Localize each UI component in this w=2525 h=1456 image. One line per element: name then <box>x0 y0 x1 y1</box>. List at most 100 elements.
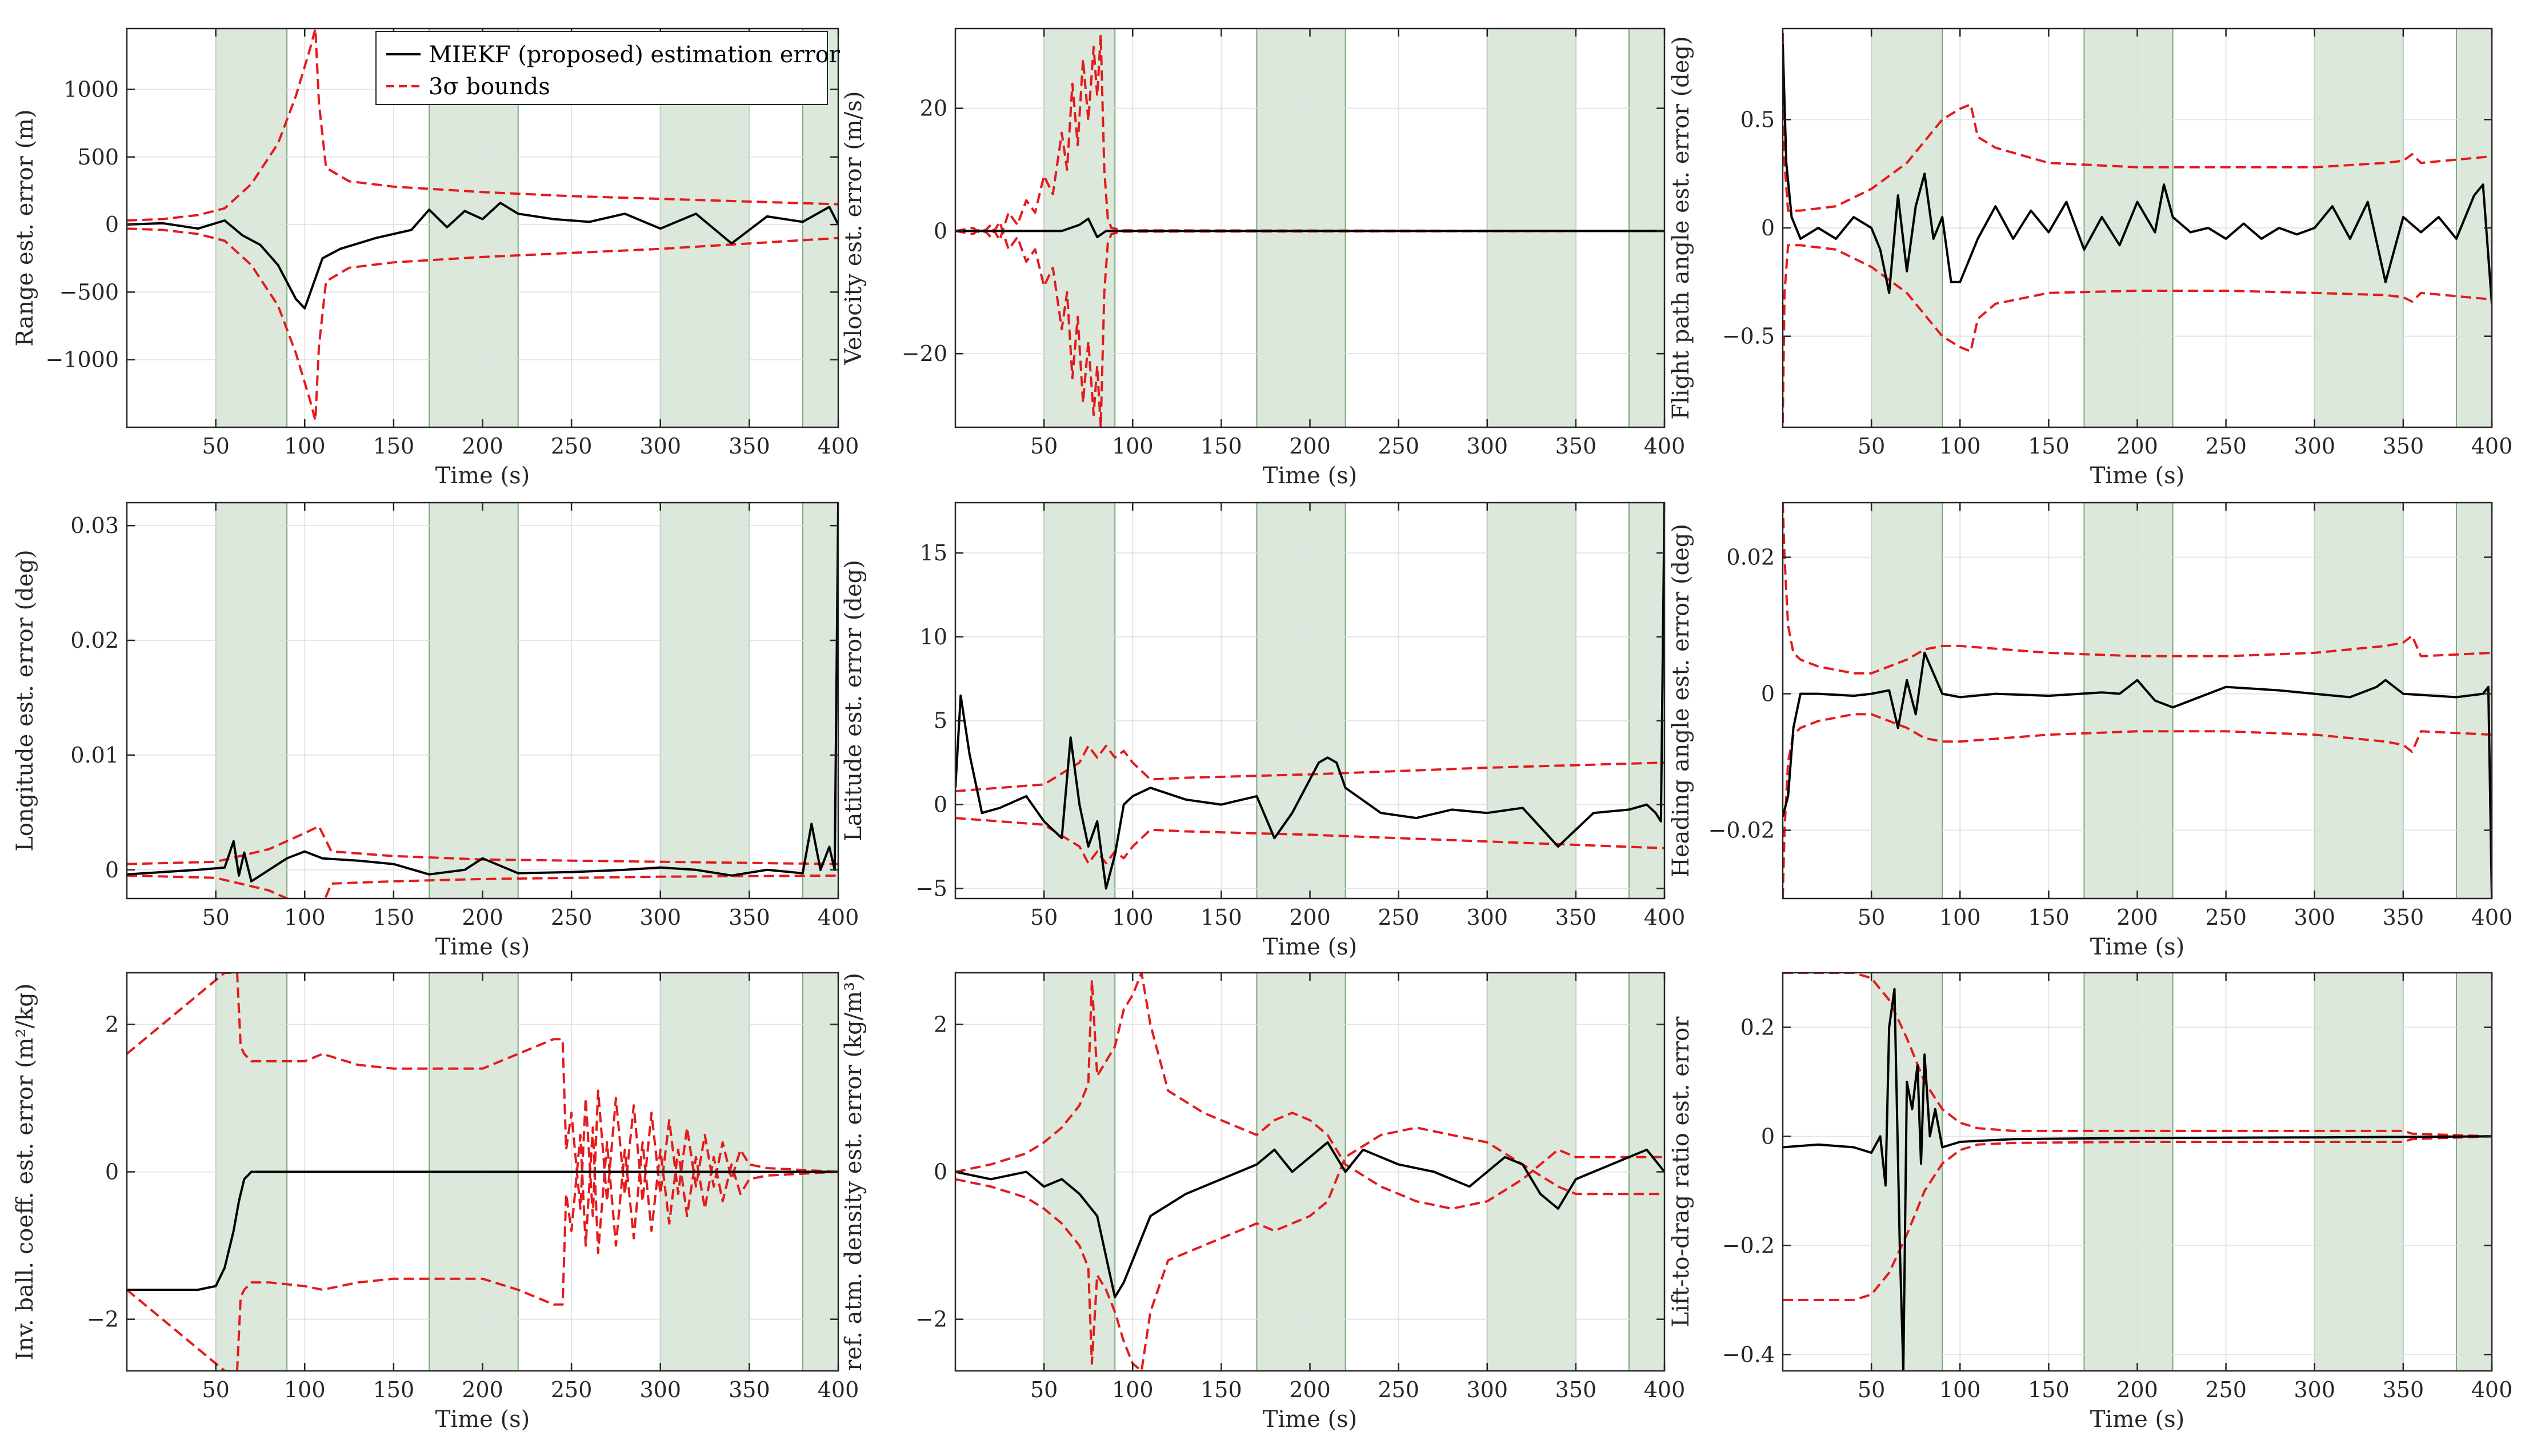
shaded-interval <box>2083 502 2174 899</box>
shaded-interval <box>1486 502 1576 899</box>
y-tick-label: −2 <box>87 1307 119 1332</box>
x-tick-label: 350 <box>2383 434 2424 459</box>
chart-density: 50 100 150 200 250 300 350 400 −2 0 2 Time (s) ref. … <box>841 972 1686 1433</box>
x-tick-label: 50 <box>1858 1377 1885 1402</box>
y-tick-label: 0 <box>1761 681 1775 707</box>
y-tick-label: −5 <box>915 876 947 901</box>
y-tick-label: 0.02 <box>1726 545 1775 570</box>
y-tick-label: −500 <box>59 279 119 304</box>
series-group <box>955 33 1664 427</box>
shaded-interval <box>215 28 288 428</box>
y-tick-label: 0.01 <box>70 743 119 768</box>
x-axis-label: Time (s) <box>435 934 530 960</box>
y-axis-label: Range est. error (m) <box>12 109 38 346</box>
x-tick-label: 300 <box>2294 905 2335 930</box>
x-tick-label: 200 <box>462 905 503 930</box>
legend-box <box>375 31 828 105</box>
x-tick-label: 50 <box>1030 434 1058 459</box>
y-tick-label: 0.02 <box>70 628 119 653</box>
x-tick-label: 250 <box>2205 434 2247 459</box>
x-tick-label: 100 <box>284 905 326 930</box>
legend-bounds-label: 3σ bounds <box>429 74 550 100</box>
x-tick-label: 400 <box>1644 1377 1686 1402</box>
shaded-interval <box>1871 502 1943 899</box>
error-series-line <box>127 503 838 883</box>
x-tick-label: 50 <box>202 434 229 459</box>
upper-bound-line <box>127 973 838 1217</box>
error-series-line <box>955 503 1664 890</box>
error-series-line <box>955 1141 1664 1298</box>
x-tick-label: 200 <box>2116 1377 2158 1402</box>
upper-bound-line <box>955 33 1664 242</box>
x-tick-label: 50 <box>1858 905 1885 930</box>
lower-bound-line <box>127 227 838 422</box>
x-tick-label: 300 <box>1466 1377 1508 1402</box>
y-tick-label: −0.5 <box>1722 324 1775 349</box>
upper-bound-line <box>1783 503 2492 675</box>
y-tick-label: 0.2 <box>1740 1014 1775 1040</box>
shaded-interval <box>2314 502 2404 899</box>
shaded-interval <box>215 502 288 899</box>
y-tick-label: −2 <box>915 1307 947 1332</box>
y-tick-label: 10 <box>920 624 947 649</box>
shaded-interval <box>659 502 750 899</box>
chart-lift_drag: 50 100 150 200 250 300 350 400 −0.4 −0.2 0 0.2 Time … <box>1668 972 2513 1433</box>
x-tick-label: 100 <box>284 434 326 459</box>
shaded-interval <box>1628 28 1665 428</box>
y-axis-label: Lift-to-drag ratio est. error <box>1668 1016 1694 1327</box>
x-axis-label: Time (s) <box>1263 934 1358 960</box>
x-axis-label: Time (s) <box>2090 934 2185 960</box>
lower-bound-line <box>955 220 1664 427</box>
y-axis-label: Latitude est. error (deg) <box>841 560 867 841</box>
x-tick-label: 200 <box>2116 434 2158 459</box>
y-tick-label: −0.2 <box>1722 1233 1775 1258</box>
x-tick-label: 300 <box>2294 1377 2335 1402</box>
x-tick-label: 100 <box>1112 1377 1154 1402</box>
x-tick-label: 150 <box>2028 905 2070 930</box>
x-axis-label: Time (s) <box>1263 463 1358 489</box>
chart-latitude: 50 100 150 200 250 300 350 400 −5 0 5 10 15 Time (s) L… <box>841 502 1686 960</box>
upper-bound-line <box>127 29 838 222</box>
x-tick-label: 50 <box>202 905 229 930</box>
y-tick-label: 500 <box>77 145 119 170</box>
error-series-line <box>1783 988 2492 1371</box>
x-tick-label: 300 <box>639 434 681 459</box>
x-tick-label: 400 <box>1644 905 1686 930</box>
lower-bound-line <box>1783 713 2492 899</box>
x-tick-label: 200 <box>1289 1377 1331 1402</box>
shaded-interval <box>2083 972 2174 1371</box>
x-tick-label: 250 <box>1378 1377 1419 1402</box>
y-axis-label: Velocity est. error (m/s) <box>841 91 867 365</box>
series-group <box>127 973 838 1371</box>
x-tick-label: 300 <box>1466 434 1508 459</box>
x-axis-label: Time (s) <box>435 1406 530 1433</box>
error-series-line <box>1783 651 2492 899</box>
shaded-interval <box>429 502 519 899</box>
x-tick-label: 250 <box>551 1377 593 1402</box>
error-series-line <box>127 1170 838 1291</box>
chart-ballistic: 50 100 150 200 250 300 350 400 −2 0 2 Time (s) Inv. … <box>12 972 859 1433</box>
legend-error-label: MIEKF (proposed) estimation error <box>429 42 841 68</box>
y-tick-label: 0 <box>105 1160 119 1185</box>
chart-heading: 50 100 150 200 250 300 350 400 −0.02 0 0.02 Time (s… <box>1668 502 2512 960</box>
y-axis-label: Flight path angle est. error (deg) <box>1668 36 1694 420</box>
x-tick-label: 150 <box>1201 905 1242 930</box>
y-tick-label: 20 <box>920 96 947 121</box>
x-tick-label: 350 <box>1555 1377 1597 1402</box>
x-axis-label: Time (s) <box>2090 1406 2185 1433</box>
y-tick-label: 2 <box>105 1012 119 1037</box>
error-series-line <box>955 217 1664 239</box>
x-tick-label: 400 <box>2471 1377 2513 1402</box>
y-tick-label: −0.02 <box>1708 818 1775 843</box>
x-tick-label: 400 <box>818 434 859 459</box>
x-tick-label: 100 <box>1939 434 1981 459</box>
x-tick-label: 300 <box>2294 434 2335 459</box>
shaded-interval <box>2455 972 2493 1371</box>
x-tick-label: 50 <box>202 1377 229 1402</box>
x-tick-label: 150 <box>373 1377 415 1402</box>
x-tick-label: 150 <box>373 905 415 930</box>
x-tick-label: 350 <box>1555 434 1597 459</box>
lower-bound-line <box>127 1126 838 1371</box>
y-axis-label: ref. atm. density est. error (kg/m³) <box>841 973 867 1371</box>
